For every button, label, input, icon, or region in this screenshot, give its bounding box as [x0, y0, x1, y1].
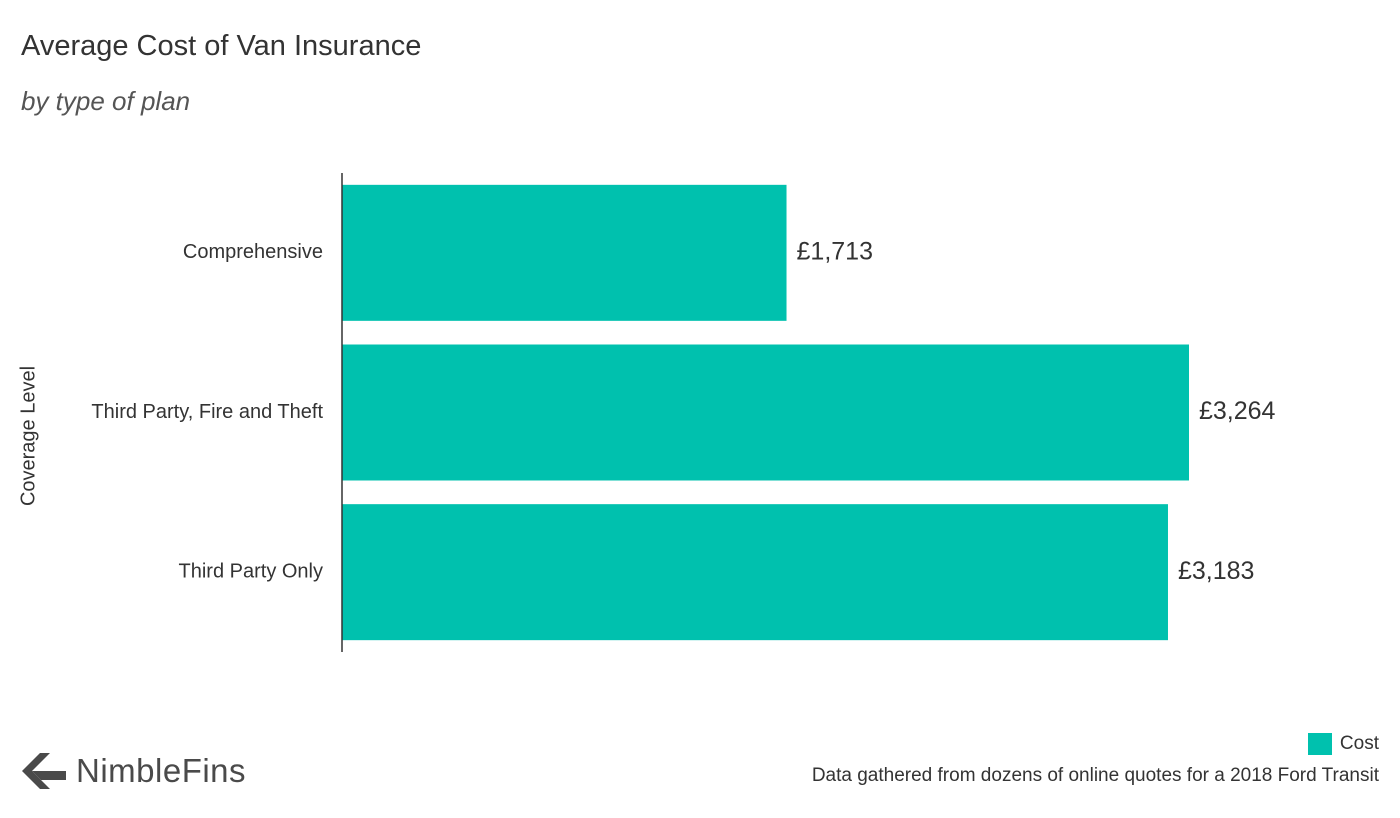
- category-label: Third Party Only: [179, 560, 323, 582]
- legend-label: Cost: [1339, 733, 1379, 754]
- bar-comprehensive: [342, 184, 787, 321]
- value-label: £3,183: [1178, 557, 1254, 585]
- chart-title: Average Cost of Van Insurance: [21, 30, 422, 62]
- source-note: Data gathered from dozens of online quot…: [811, 765, 1379, 786]
- category-label: Comprehensive: [183, 241, 323, 263]
- legend: Cost: [1307, 733, 1379, 755]
- legend-swatch: [1307, 733, 1332, 755]
- brand-logo: NimbleFins: [20, 752, 246, 790]
- chart-subtitle: by type of plan: [21, 86, 191, 116]
- category-label: Third Party, Fire and Theft: [91, 401, 323, 423]
- brand-name: NimbleFins: [76, 752, 247, 789]
- bar-third-party-fire-and-theft: [342, 344, 1189, 481]
- bar-third-party-only: [342, 504, 1168, 641]
- value-label: £1,713: [797, 237, 873, 265]
- value-label: £3,264: [1199, 397, 1276, 425]
- nimblefins-arrow-icon: [22, 753, 66, 789]
